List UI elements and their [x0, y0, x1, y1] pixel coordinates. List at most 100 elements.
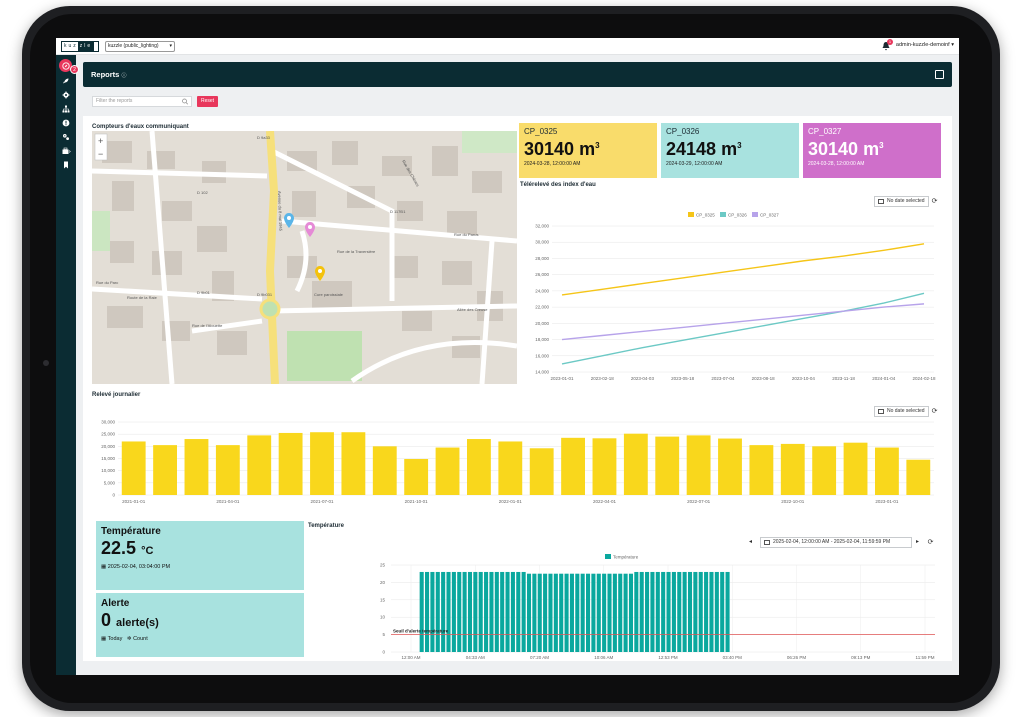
top-bar: kuz zle kuzzle (public_lighting) ▾ 1 adm…	[56, 38, 959, 55]
bar	[484, 571, 489, 652]
temperature-kpi-date: ▦ 2025-02-04, 03:04:00 PM	[101, 564, 299, 570]
calendar-icon: ▦	[101, 564, 108, 570]
map-label: D 9b01	[197, 290, 211, 295]
bar	[655, 436, 680, 495]
filter-reports-input[interactable]: Filter the reports	[92, 96, 192, 107]
exclamation-circle-icon	[62, 119, 70, 127]
map-marker-cp0327[interactable]	[305, 222, 315, 237]
bar	[709, 571, 714, 652]
y-tick-label: 28,000	[535, 256, 549, 261]
alert-kpi-value: 0 alerte(s)	[101, 609, 299, 634]
x-tick-label: 04:33 AM	[466, 655, 485, 660]
page-header: Reports ⓘ	[83, 62, 952, 87]
map-zoom-control[interactable]	[94, 133, 108, 161]
y-tick-label: 30,000	[535, 240, 549, 245]
meter-unit: m	[579, 139, 596, 159]
user-menu[interactable]: admin-kuzzle-demoinf ▾	[895, 42, 954, 48]
range-label: 2025-02-04, 12:00:00 AM - 2025-02-04, 11…	[773, 539, 891, 545]
prev-range-button[interactable]: ◂	[749, 539, 753, 545]
meter-card-cp0327[interactable]: CP_0327 30140 m3 2024-03-28, 12:00:00 AM	[803, 123, 941, 178]
sidebar-item-assets[interactable]	[60, 75, 72, 87]
y-tick-label: 5,000	[104, 480, 116, 485]
x-tick-label: 2023-01-01	[550, 376, 574, 381]
bar	[780, 443, 805, 495]
bar	[686, 435, 711, 495]
bar	[473, 571, 478, 652]
daily-chart-date-picker[interactable]: No date selected	[874, 406, 929, 417]
map-canvas: + − D 9a33 D 117Ð1 D 102 D 9b031 D 9b01 …	[92, 131, 517, 384]
bar	[543, 573, 548, 652]
legend-swatch	[752, 212, 758, 217]
next-range-button[interactable]: ▸	[916, 539, 920, 545]
toolbox-icon	[62, 147, 71, 154]
x-tick-label: 12:53 PM	[658, 655, 678, 660]
expand-icon[interactable]	[935, 70, 944, 79]
sidebar-item-alerts[interactable]	[60, 117, 72, 129]
sidebar-item-bookmarks[interactable]	[60, 159, 72, 171]
bar	[671, 571, 676, 652]
y-tick-label: 20	[380, 580, 386, 585]
y-tick-label: 32,000	[535, 224, 549, 229]
sidebar-item-settings[interactable]	[60, 89, 72, 101]
x-tick-label: 2023-05-18	[671, 376, 695, 381]
logo-text-left: kuz	[64, 43, 78, 49]
bar	[553, 573, 558, 652]
tenant-select[interactable]: kuzzle (public_lighting) ▾	[105, 41, 175, 52]
reset-button[interactable]: Reset	[197, 96, 218, 107]
bar	[500, 571, 505, 652]
bar	[532, 573, 537, 652]
y-tick-label: 25	[380, 563, 386, 568]
refresh-icon[interactable]: ⟳	[931, 408, 938, 415]
temperature-kpi-card[interactable]: Température 22.5 °C ▦ 2025-02-04, 03:04:…	[96, 521, 304, 590]
search-icon	[182, 98, 189, 105]
refresh-icon[interactable]: ⟳	[927, 539, 934, 546]
line-chart: 14,000 16,000 18,000 20,000 22,000 24,000 26,0…	[535, 212, 936, 381]
map-title: Compteurs d'eaux communiquant	[92, 124, 189, 130]
map[interactable]: + − D 9a33 D 117Ð1 D 102 D 9b031 D 9b01 …	[92, 131, 517, 384]
map-marker-cp0325[interactable]	[315, 266, 325, 281]
map-label: Rue du Parc	[96, 280, 118, 285]
meter-card-cp0326[interactable]: CP_0326 24148 m3 2024-03-29, 12:00:00 AM	[661, 123, 799, 178]
bar	[489, 571, 494, 652]
compass-icon	[61, 61, 70, 70]
x-tick-label: 2024-01-04	[872, 376, 896, 381]
series-line-CP_0327	[561, 303, 925, 341]
y-tick-label: 0	[382, 650, 385, 655]
kuzzle-logo[interactable]: kuz zle	[61, 41, 99, 52]
line-chart-date-picker[interactable]: No date selected	[874, 196, 929, 207]
y-tick-label: 14,000	[535, 370, 549, 375]
legend-label: CP_0325	[696, 213, 715, 218]
bar	[618, 573, 623, 652]
temperature-range-picker[interactable]: 2025-02-04, 12:00:00 AM - 2025-02-04, 11…	[760, 537, 912, 548]
zoom-out-button[interactable]: −	[98, 149, 103, 159]
alert-mode: Count	[133, 636, 148, 642]
sidebar-item-reports[interactable]	[59, 59, 72, 72]
map-label: Rue de la Traversière	[337, 249, 376, 254]
bar	[698, 571, 703, 652]
x-tick-label: 10:06 AM	[594, 655, 613, 660]
y-tick-label: 10,000	[101, 468, 115, 473]
refresh-icon[interactable]: ⟳	[931, 198, 938, 205]
bar	[430, 571, 435, 652]
sidebar-item-devices[interactable]	[60, 131, 72, 143]
series-line-CP_0325	[561, 243, 925, 296]
meter-card-cp0325[interactable]: CP_0325 30140 m3 2024-03-28, 12:00:00 AM	[519, 123, 657, 178]
sidebar-item-hierarchy[interactable]	[60, 103, 72, 115]
map-label: Avenue du 8 mai 1945	[277, 191, 283, 232]
bar	[559, 573, 564, 652]
alert-kpi-card[interactable]: Alerte 0 alerte(s) ▦ Today ✲ Count	[96, 593, 304, 657]
temperature-value: 22.5	[101, 538, 137, 558]
map-marker-cp0326[interactable]	[284, 213, 294, 228]
bar	[341, 432, 366, 495]
map-label: D 9a33	[257, 135, 271, 140]
zoom-in-button[interactable]: +	[98, 136, 103, 146]
sidebar-item-toolbox[interactable]	[60, 145, 72, 157]
bar	[441, 571, 446, 652]
y-tick-label: 24,000	[535, 288, 549, 293]
y-tick-label: 20,000	[535, 321, 549, 326]
bar	[451, 571, 456, 652]
x-tick-label: 2021-10-01	[405, 499, 429, 504]
map-main-road	[265, 131, 279, 384]
calendar-icon	[764, 540, 770, 545]
line-chart-title: Télérelevé des index d'eau	[520, 182, 596, 188]
